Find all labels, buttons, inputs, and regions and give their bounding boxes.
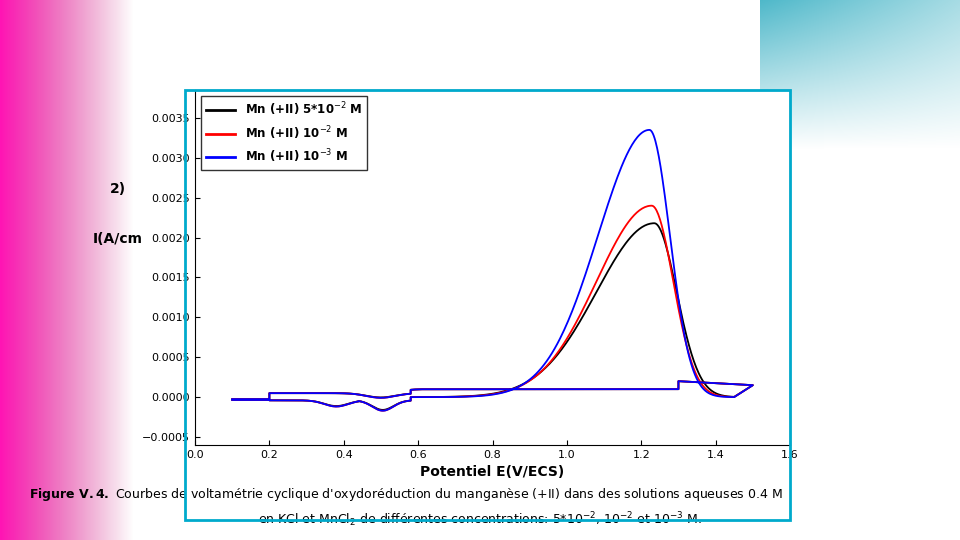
Mn (+II) 10$^{-3}$ M xyxy=(377,408,389,414)
Text: I(A/cm: I(A/cm xyxy=(93,232,143,246)
Mn (+II) 5*10$^{-2}$ M xyxy=(227,396,238,403)
Mn (+II) 10$^{-2}$ M xyxy=(316,390,327,396)
Mn (+II) 10$^{-2}$ M xyxy=(646,202,658,209)
Mn (+II) 5*10$^{-2}$ M xyxy=(227,396,238,403)
Mn (+II) 10$^{-2}$ M xyxy=(377,408,389,414)
Mn (+II) 10$^{-2}$ M xyxy=(574,386,586,393)
Mn (+II) 10$^{-3}$ M xyxy=(643,127,655,133)
Mn (+II) 10$^{-2}$ M xyxy=(522,386,534,393)
Mn (+II) 10$^{-3}$ M xyxy=(316,390,327,396)
Mn (+II) 5*10$^{-2}$ M xyxy=(360,393,372,399)
Mn (+II) 10$^{-2}$ M xyxy=(447,386,459,393)
X-axis label: Potentiel E(V/ECS): Potentiel E(V/ECS) xyxy=(420,465,564,480)
Mn (+II) 5*10$^{-2}$ M xyxy=(447,386,459,393)
Legend: Mn (+II) 5*10$^{-2}$ M, Mn (+II) 10$^{-2}$ M, Mn (+II) 10$^{-3}$ M: Mn (+II) 5*10$^{-2}$ M, Mn (+II) 10$^{-2… xyxy=(201,96,367,170)
Mn (+II) 10$^{-3}$ M xyxy=(416,394,427,400)
Mn (+II) 10$^{-3}$ M xyxy=(447,386,459,393)
Mn (+II) 10$^{-3}$ M xyxy=(522,386,534,393)
Text: 2): 2) xyxy=(109,183,126,197)
Mn (+II) 5*10$^{-2}$ M xyxy=(522,386,534,393)
Mn (+II) 10$^{-3}$ M xyxy=(227,396,238,403)
Line: Mn (+II) 5*10$^{-2}$ M: Mn (+II) 5*10$^{-2}$ M xyxy=(232,223,753,410)
Mn (+II) 10$^{-2}$ M xyxy=(360,393,372,399)
Mn (+II) 10$^{-2}$ M xyxy=(227,396,238,403)
Mn (+II) 5*10$^{-2}$ M xyxy=(649,220,660,226)
Text: $\bf{Figure\ V.4.}$ Courbes de voltamétrie cyclique d'oxydoréduction du manganès: $\bf{Figure\ V.4.}$ Courbes de voltamétr… xyxy=(29,486,782,503)
Mn (+II) 5*10$^{-2}$ M xyxy=(377,407,389,413)
Mn (+II) 10$^{-2}$ M xyxy=(227,396,238,403)
Mn (+II) 5*10$^{-2}$ M xyxy=(316,390,327,396)
Mn (+II) 5*10$^{-2}$ M xyxy=(416,394,427,400)
Text: en KCl et MnCl$_2$ de différentes concentrations: 5*10$^{-2}$, 10$^{-2}$ et 10$^: en KCl et MnCl$_2$ de différentes concen… xyxy=(258,510,702,529)
Line: Mn (+II) 10$^{-2}$ M: Mn (+II) 10$^{-2}$ M xyxy=(232,206,753,411)
Mn (+II) 10$^{-3}$ M xyxy=(574,386,586,393)
Line: Mn (+II) 10$^{-3}$ M: Mn (+II) 10$^{-3}$ M xyxy=(232,130,753,411)
Mn (+II) 10$^{-3}$ M xyxy=(360,393,372,399)
Mn (+II) 10$^{-3}$ M xyxy=(227,396,238,403)
Mn (+II) 5*10$^{-2}$ M xyxy=(574,386,586,393)
Mn (+II) 10$^{-2}$ M xyxy=(416,394,427,400)
